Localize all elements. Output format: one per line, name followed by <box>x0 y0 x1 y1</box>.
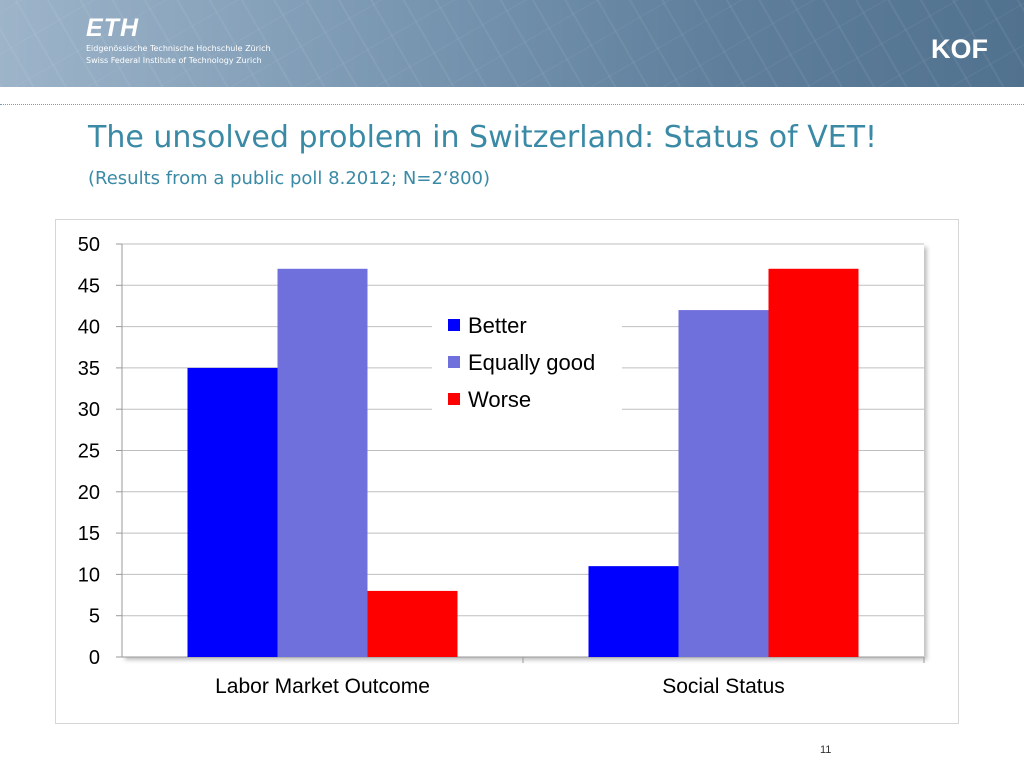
x-category-label-1: Social Status <box>662 675 785 698</box>
header-divider <box>0 104 1024 105</box>
header-background-pattern <box>0 0 1024 87</box>
y-tick-label-40: 40 <box>78 317 100 339</box>
y-tick-label-35: 35 <box>78 358 100 380</box>
legend-label-0: Better <box>468 313 527 338</box>
page-number: 11 <box>820 744 832 756</box>
chart-frame: 0 5 10 15 20 25 30 35 40 45 50 Labor Market Outcome… <box>55 219 959 724</box>
y-tick-label-50: 50 <box>78 234 100 256</box>
bar-equally-good-labor-market-outcome <box>277 268 368 657</box>
y-tick-label-25: 25 <box>78 441 100 463</box>
legend-background <box>432 310 622 426</box>
slide-subtitle: (Results from a public poll 8.2012; N=2‘… <box>88 168 491 189</box>
plot-area: 0 5 10 15 20 25 30 35 40 45 50 Labor Market Outcome… <box>78 234 925 698</box>
kof-logo: KOF <box>931 34 988 64</box>
x-category-label-0: Labor Market Outcome <box>215 675 430 698</box>
y-tick-label-15: 15 <box>78 523 100 545</box>
slide-header-banner: ETH Eidgenössische Technische Hochschule… <box>0 0 1024 87</box>
institution-name-german: Eidgenössische Technische Hochschule Zür… <box>86 44 271 53</box>
legend-swatch-2 <box>448 393 460 405</box>
legend-label-2: Worse <box>468 387 531 412</box>
y-tick-label-20: 20 <box>78 482 100 504</box>
bar-worse-labor-market-outcome <box>367 590 458 657</box>
legend-swatch-1 <box>448 356 460 368</box>
bar-equally-good-social-status <box>678 310 769 657</box>
eth-logo: ETH <box>86 14 139 42</box>
y-tick-label-0: 0 <box>89 647 100 669</box>
chart-legend: Better Equally good Worse <box>432 310 622 426</box>
legend-swatch-0 <box>448 319 460 331</box>
legend-label-1: Equally good <box>468 350 595 375</box>
bar-better-social-status <box>588 566 679 657</box>
y-tick-label-10: 10 <box>78 564 100 586</box>
bar-better-labor-market-outcome <box>187 367 278 657</box>
y-tick-label-45: 45 <box>78 275 100 297</box>
y-tick-label-30: 30 <box>78 399 100 421</box>
y-tick-label-5: 5 <box>89 606 100 628</box>
bar-chart: 0 5 10 15 20 25 30 35 40 45 50 Labor Market Outcome… <box>78 234 925 698</box>
slide-title: The unsolved problem in Switzerland: Sta… <box>88 120 878 155</box>
bar-worse-social-status <box>768 268 859 657</box>
institution-name-english: Swiss Federal Institute of Technology Zu… <box>86 56 262 65</box>
